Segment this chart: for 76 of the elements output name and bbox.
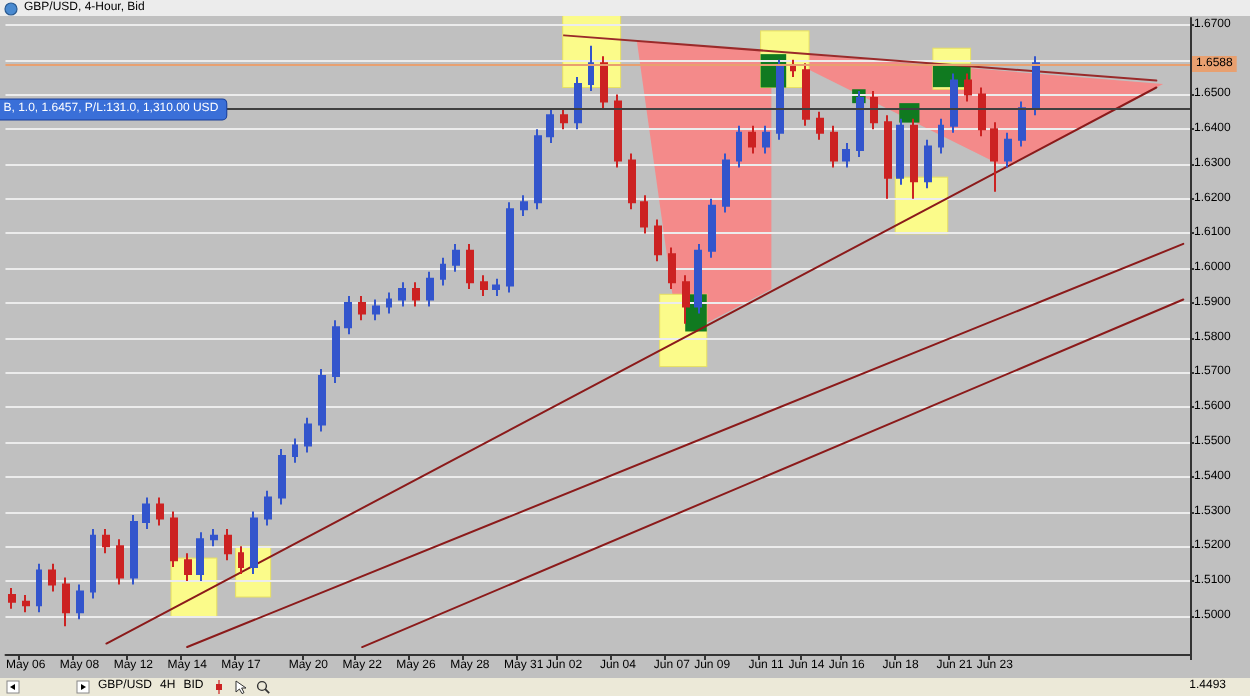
candlestick bbox=[156, 496, 164, 527]
candlestick bbox=[102, 527, 110, 555]
candlestick bbox=[452, 242, 460, 273]
candlestick bbox=[142, 496, 150, 530]
candlestick bbox=[196, 531, 204, 583]
candlestick bbox=[896, 117, 904, 186]
candlestick bbox=[48, 562, 56, 593]
candlestick bbox=[116, 538, 124, 586]
candlestick bbox=[614, 93, 622, 169]
candlestick bbox=[830, 124, 838, 169]
candlestick bbox=[492, 277, 500, 298]
candlestick bbox=[534, 128, 542, 211]
candlestick bbox=[938, 117, 944, 155]
candlestick bbox=[588, 44, 594, 92]
candlestick bbox=[790, 58, 796, 79]
candlestick bbox=[816, 110, 824, 141]
candlestick bbox=[184, 552, 192, 583]
candlestick bbox=[668, 246, 676, 291]
candlestick bbox=[640, 194, 648, 235]
candlestick bbox=[250, 510, 258, 576]
candlestick bbox=[224, 527, 232, 562]
candlestick bbox=[62, 576, 70, 628]
candlestick bbox=[910, 117, 918, 200]
candlestick bbox=[170, 510, 178, 569]
candlestick bbox=[210, 527, 218, 548]
candlestick bbox=[694, 242, 702, 315]
candlestick bbox=[708, 197, 716, 259]
candlestick bbox=[304, 416, 312, 454]
candlestick bbox=[506, 201, 514, 294]
candlestick bbox=[386, 291, 392, 315]
candlestick bbox=[332, 319, 340, 384]
candlestick bbox=[398, 281, 406, 308]
candlestick bbox=[22, 593, 30, 614]
candlestick bbox=[412, 281, 420, 308]
candlestick bbox=[1004, 131, 1012, 169]
candlestick bbox=[802, 62, 810, 127]
candlestick bbox=[628, 152, 636, 211]
candlestick bbox=[842, 142, 850, 169]
candlestick bbox=[520, 194, 528, 218]
candlestick bbox=[682, 274, 690, 325]
candlestick bbox=[600, 55, 608, 110]
candlestick bbox=[964, 72, 972, 103]
candlestick bbox=[318, 368, 326, 433]
candlestick bbox=[546, 107, 554, 145]
candlestick bbox=[870, 89, 878, 131]
candlestick bbox=[722, 152, 730, 214]
candlestick bbox=[344, 295, 352, 336]
candlestick bbox=[480, 274, 488, 298]
candlestick bbox=[130, 513, 138, 586]
candlestick bbox=[762, 124, 770, 155]
candlestick bbox=[8, 586, 16, 610]
candlestick bbox=[990, 121, 998, 193]
candlestick bbox=[358, 295, 366, 322]
candlestick bbox=[372, 298, 380, 322]
candlestick bbox=[1018, 100, 1026, 148]
candlestick bbox=[466, 242, 474, 291]
candlestick bbox=[736, 124, 742, 169]
candlestick bbox=[278, 447, 286, 506]
candlestick bbox=[440, 256, 446, 287]
candlestick bbox=[776, 58, 784, 141]
candlestick bbox=[574, 76, 582, 131]
candlestick bbox=[950, 72, 958, 134]
candlestick bbox=[76, 583, 84, 621]
candlestick bbox=[884, 114, 892, 200]
candlestick bbox=[924, 138, 932, 190]
candlestick bbox=[978, 86, 986, 138]
candlestick bbox=[1032, 55, 1040, 117]
candlestick bbox=[426, 270, 434, 308]
candlestick bbox=[238, 545, 244, 576]
candlestick bbox=[654, 218, 662, 263]
candlestick bbox=[748, 124, 756, 155]
candlestick bbox=[90, 527, 96, 600]
candlestick bbox=[292, 437, 298, 464]
candlestick bbox=[560, 107, 568, 131]
candlestick bbox=[264, 489, 272, 527]
candlestick bbox=[36, 562, 42, 614]
